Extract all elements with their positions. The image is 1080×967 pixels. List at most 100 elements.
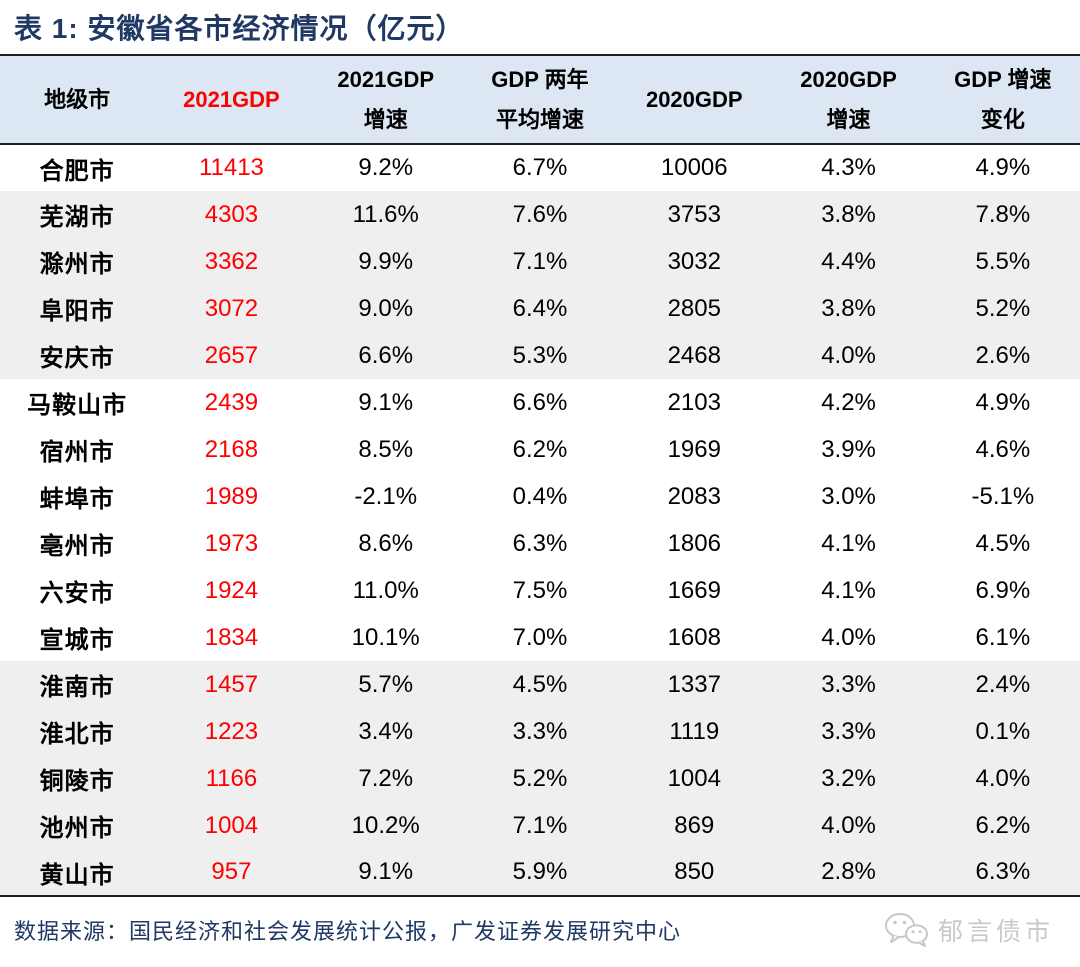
- table-row: 宣城市 1834 10.1% 7.0% 1608 4.0% 6.1%: [0, 614, 1080, 661]
- table-row: 滁州市 3362 9.9% 7.1% 3032 4.4% 5.5%: [0, 238, 1080, 285]
- cell-growth2020: 3.0%: [821, 482, 876, 510]
- cell-gdp2020: 2805: [667, 294, 721, 322]
- cell-growth2020: 4.1%: [821, 576, 876, 604]
- cell-gdp2020: 1669: [667, 576, 721, 604]
- column-header-city: 地级市: [44, 86, 111, 112]
- cell-gdp2020: 869: [674, 811, 715, 839]
- economy-table: 地级市 2021GDP 2021GDP 增速 GDP 两年 平均增速 2020GDP 2020…: [0, 54, 1080, 897]
- table-row: 淮北市 1223 3.4% 3.3% 1119 3.3% 0.1%: [0, 708, 1080, 755]
- cell-growth2020: 3.2%: [821, 764, 876, 792]
- cell-gdp2020: 1806: [667, 529, 721, 557]
- cell-growth2021: 9.1%: [358, 858, 414, 885]
- cell-city: 淮北市: [39, 721, 115, 748]
- table-row: 芜湖市 4303 11.6% 7.6% 3753 3.8% 7.8%: [0, 191, 1080, 238]
- cell-gdp2020: 1608: [667, 623, 721, 651]
- cell-city: 滁州市: [39, 251, 115, 278]
- cell-growth2020: 3.9%: [821, 435, 876, 463]
- cell-city: 黄山市: [39, 861, 115, 889]
- cell-growth_change: 6.2%: [975, 811, 1031, 839]
- cell-avg_growth_2yr: 6.2%: [512, 435, 568, 463]
- table-row: 亳州市 1973 8.6% 6.3% 1806 4.1% 4.5%: [0, 520, 1080, 567]
- column-header-gdp2020: 2020GDP: [645, 86, 743, 112]
- cell-city: 亳州市: [39, 533, 115, 560]
- table-title: 表 1: 安徽省各市经济情况（亿元）: [14, 13, 465, 44]
- cell-gdp2021: 1166: [205, 764, 258, 792]
- cell-gdp2021: 1989: [204, 482, 259, 510]
- cell-gdp2020: 3032: [667, 247, 721, 275]
- table-row: 马鞍山市 2439 9.1% 6.6% 2103 4.2% 4.9%: [0, 379, 1080, 426]
- cell-growth_change: 5.2%: [975, 294, 1031, 322]
- cell-growth_change: 6.3%: [975, 858, 1031, 885]
- cell-gdp2021: 2657: [204, 341, 259, 369]
- cell-growth2021: 9.1%: [358, 388, 414, 416]
- cell-city: 蚌埠市: [39, 486, 115, 513]
- cell-growth2020: 3.8%: [821, 200, 876, 228]
- cell-growth2021: 11.0%: [352, 576, 419, 604]
- cell-gdp2021: 3362: [204, 247, 259, 275]
- cell-growth2021: 9.9%: [358, 247, 414, 275]
- cell-growth_change: 7.8%: [975, 200, 1031, 228]
- cell-growth2021: 8.5%: [358, 435, 414, 463]
- cell-growth_change: -5.1%: [971, 482, 1035, 510]
- cell-gdp2020: 10006: [660, 154, 728, 181]
- cell-gdp2020: 1004: [667, 764, 721, 792]
- cell-avg_growth_2yr: 7.0%: [512, 623, 568, 651]
- column-header-growth2020: 2020GDP 增速: [800, 66, 897, 132]
- cell-city: 阜阳市: [39, 298, 115, 325]
- column-header-growth2021: 2021GDP 增速: [337, 66, 435, 132]
- cell-growth2021: 9.0%: [358, 294, 414, 322]
- cell-city: 池州市: [39, 815, 115, 842]
- cell-city: 安庆市: [39, 345, 115, 372]
- cell-avg_growth_2yr: 6.4%: [512, 294, 568, 322]
- cell-gdp2021: 2168: [204, 435, 259, 463]
- cell-avg_growth_2yr: 0.4%: [512, 482, 568, 510]
- cell-gdp2021: 1973: [204, 529, 259, 557]
- cell-growth2020: 4.0%: [821, 623, 876, 651]
- cell-gdp2020: 1969: [667, 435, 721, 463]
- cell-growth2020: 3.3%: [821, 717, 876, 745]
- cell-city: 芜湖市: [39, 204, 115, 231]
- cell-avg_growth_2yr: 3.3%: [512, 717, 568, 745]
- cell-avg_growth_2yr: 7.1%: [512, 247, 568, 275]
- cell-gdp2020: 1337: [667, 670, 721, 698]
- cell-growth2021: 9.2%: [358, 154, 414, 181]
- cell-growth2020: 4.0%: [821, 811, 876, 839]
- cell-growth_change: 2.4%: [975, 670, 1031, 698]
- cell-gdp2021: 2439: [204, 388, 259, 416]
- cell-gdp2021: 4303: [204, 200, 259, 228]
- cell-growth2020: 3.8%: [821, 294, 876, 322]
- cell-gdp2021: 1834: [204, 623, 259, 651]
- column-header-avg_growth_2yr: GDP 两年 平均增速: [491, 66, 589, 132]
- cell-city: 马鞍山市: [27, 392, 128, 419]
- cell-gdp2020: 2103: [667, 388, 721, 416]
- cell-city: 合肥市: [39, 157, 115, 185]
- cell-avg_growth_2yr: 6.6%: [512, 388, 568, 416]
- header-row: 地级市 2021GDP 2021GDP 增速 GDP 两年 平均增速 2020GDP 2020…: [0, 55, 1080, 144]
- cell-growth2020: 4.0%: [821, 341, 876, 369]
- cell-growth_change: 4.5%: [975, 529, 1031, 557]
- cell-city: 六安市: [39, 580, 115, 607]
- column-header-gdp2021: 2021GDP: [183, 86, 280, 112]
- cell-gdp2020: 2468: [667, 341, 721, 369]
- cell-gdp2020: 1119: [669, 717, 720, 745]
- brand-watermark: 郁言债市: [883, 911, 1054, 948]
- column-header-growth_change: GDP 增速 变化: [954, 66, 1052, 132]
- cell-avg_growth_2yr: 5.2%: [512, 764, 568, 792]
- table-header: 地级市 2021GDP 2021GDP 增速 GDP 两年 平均增速 2020GDP 2020…: [0, 55, 1080, 144]
- cell-growth2021: 3.4%: [358, 717, 414, 745]
- cell-gdp2021: 1924: [204, 576, 259, 604]
- cell-growth2021: 11.6%: [352, 200, 419, 228]
- cell-avg_growth_2yr: 5.3%: [512, 341, 568, 369]
- cell-gdp2020: 2083: [667, 482, 721, 510]
- cell-growth2021: -2.1%: [354, 482, 418, 510]
- cell-growth2021: 5.7%: [358, 670, 414, 698]
- cell-city: 宣城市: [39, 627, 115, 654]
- cell-avg_growth_2yr: 5.9%: [512, 858, 568, 885]
- table-row: 合肥市 11413 9.2% 6.7% 10006 4.3% 4.9%: [0, 144, 1080, 191]
- cell-gdp2021: 1223: [204, 717, 259, 745]
- cell-city: 宿州市: [39, 439, 115, 466]
- data-source-note: 数据来源：国民经济和社会发展统计公报，广发证券发展研究中心: [14, 918, 682, 944]
- cell-gdp2021: 1457: [204, 670, 259, 698]
- table-row: 六安市 1924 11.0% 7.5% 1669 4.1% 6.9%: [0, 567, 1080, 614]
